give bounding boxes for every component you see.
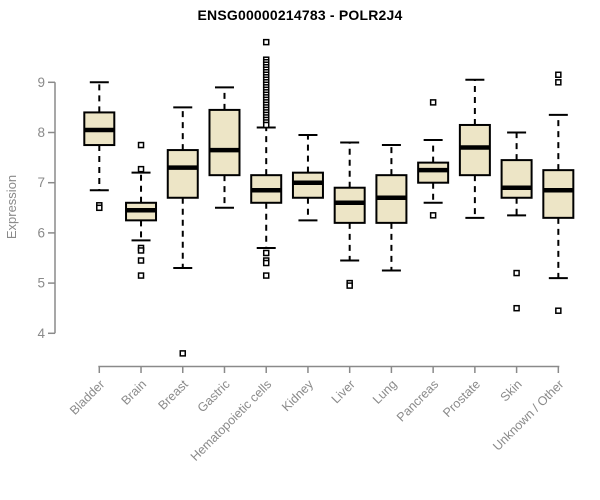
x-tick-label-liver: Liver — [329, 377, 358, 406]
y-tick-label: 9 — [37, 75, 45, 90]
outlier-point-brain — [137, 247, 145, 254]
x-tick-label-bladder: Bladder — [67, 377, 107, 417]
outlier-point-skin — [513, 269, 520, 277]
box-pancreas — [417, 161, 450, 184]
outlier-point-breast — [179, 350, 187, 357]
outlier-point-brain — [137, 141, 145, 149]
x-tick-label-prostate: Prostate — [440, 377, 483, 420]
outlier-point-hematopoietic-cells — [262, 249, 270, 257]
x-tick-label-brain: Brain — [119, 377, 150, 408]
outlier-point-skin — [513, 304, 520, 312]
x-tick-label-kidney: Kidney — [279, 377, 316, 414]
y-tick-label: 6 — [37, 225, 45, 240]
x-tick-label-skin: Skin — [498, 377, 525, 404]
outlier-point-brain — [137, 257, 145, 264]
box-kidney — [291, 171, 324, 199]
x-tick-label-lung: Lung — [370, 377, 400, 407]
outlier-point-unknown-other — [555, 307, 562, 314]
outlier-point-unknown-other — [555, 71, 562, 79]
y-tick-label: 4 — [37, 326, 45, 341]
outlier-point-hematopoietic-cells — [262, 38, 270, 46]
x-tick-label-breast: Breast — [155, 377, 191, 413]
y-tick-label: 8 — [37, 125, 45, 140]
x-tick-label-hematopoietic-cells: Hematopoietic cells — [188, 377, 275, 464]
outlier-point-unknown-other — [555, 79, 562, 86]
box-prostate — [458, 123, 491, 177]
outlier-point-hematopoietic-cells — [262, 272, 270, 279]
outlier-point-brain — [137, 165, 145, 173]
outlier-point-bladder — [96, 204, 103, 212]
box-gastric — [208, 108, 241, 177]
box-skin — [500, 159, 533, 199]
outlier-point-hematopoietic-cells — [262, 259, 270, 267]
chart-title: ENSG00000214783 - POLR2J4 — [197, 7, 403, 23]
outlier-point-pancreas — [429, 212, 437, 219]
y-tick-label: 5 — [37, 276, 45, 291]
box-unknown-other — [542, 169, 575, 219]
x-tick-label-unknown-other: Unknown / Other — [490, 377, 566, 453]
box-liver — [333, 186, 366, 224]
x-tick-label-gastric: Gastric — [195, 377, 233, 415]
box-breast — [166, 149, 199, 199]
outlier-point-hematopoietic-cells — [262, 121, 270, 129]
y-tick-label: 7 — [37, 175, 45, 190]
outlier-point-pancreas — [429, 99, 437, 106]
outlier-point-brain — [137, 272, 145, 279]
outlier-point-liver — [346, 282, 353, 289]
x-tick-label-pancreas: Pancreas — [394, 377, 441, 424]
